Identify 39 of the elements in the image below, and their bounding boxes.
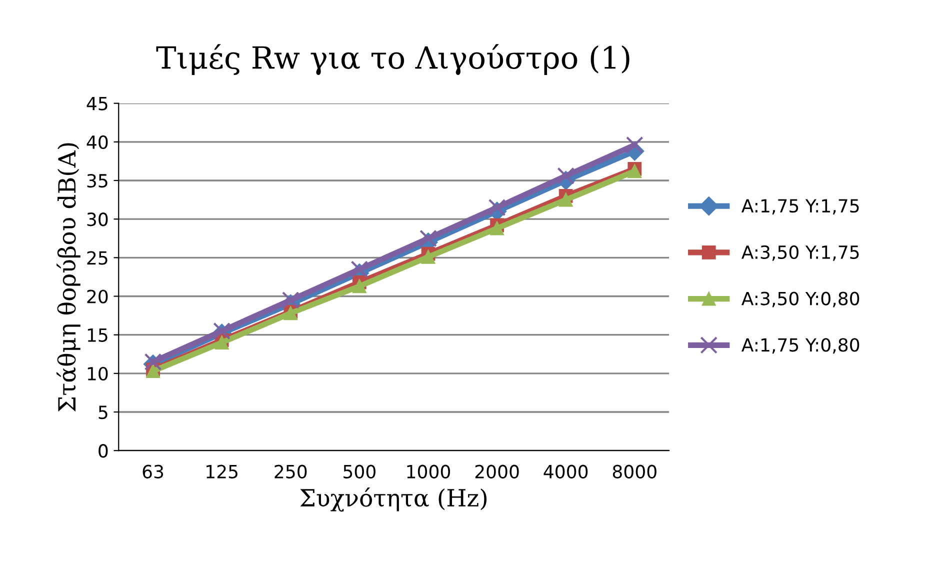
legend-label: A:1,75 Y:0,80: [741, 338, 860, 354]
point: [144, 353, 162, 371]
point: [282, 291, 300, 309]
point: [350, 260, 368, 278]
y-tick-label: 35: [87, 174, 108, 188]
y-tick-label: 45: [86, 97, 108, 110]
point: [628, 164, 642, 178]
point: [420, 230, 437, 248]
x-tick-label: 1000: [407, 464, 450, 478]
y-tick-label: 0: [98, 444, 108, 458]
chart-title: Τιμές Rw για το Λιγούστρο (1): [156, 44, 630, 75]
point: [626, 136, 644, 154]
y-tick-label: 30: [87, 212, 108, 226]
point: [421, 250, 436, 264]
x-tick-label: 63: [142, 464, 164, 478]
y-tick-label: 20: [87, 290, 108, 304]
point: [214, 336, 229, 350]
point: [490, 221, 504, 236]
x-axis-title: Συχνότητα (Hz): [300, 488, 487, 512]
y-tick-label: 10: [88, 366, 108, 381]
x-tick-label: 2000: [475, 464, 519, 478]
x-tick-label: 250: [274, 464, 307, 478]
legend-label: A:3,50 Y:0,80: [741, 292, 860, 308]
point: [557, 167, 575, 185]
point: [213, 322, 231, 340]
legend-label: A:1,75 Y:1,75: [741, 199, 859, 214]
x-tick-label: 500: [344, 464, 376, 478]
y-tick-label: 40: [86, 135, 108, 150]
legend-label: A:3,50 Y:1,75: [741, 245, 859, 261]
y-tick-label: 5: [98, 406, 108, 420]
x-tick-label: 8000: [612, 464, 656, 478]
point: [488, 198, 506, 216]
point: [558, 192, 573, 207]
x-tick-label: 125: [206, 464, 238, 478]
point: [352, 279, 366, 294]
y-tick-label: 25: [87, 251, 108, 265]
y-tick-label: 15: [88, 328, 108, 342]
x-tick-label: 4000: [544, 464, 588, 478]
y-axis-title: Στάθμη θορύβου dB(A): [56, 143, 80, 412]
